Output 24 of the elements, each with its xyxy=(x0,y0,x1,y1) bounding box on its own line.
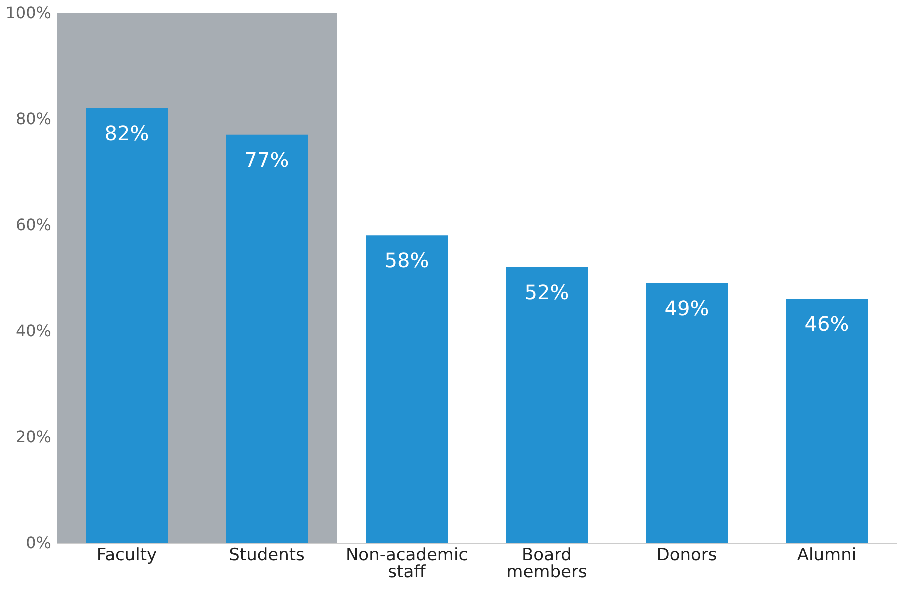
x-tick-label: Faculty xyxy=(96,546,158,566)
x-tick-label: Donors xyxy=(656,546,718,566)
data-label: 46% xyxy=(804,312,850,336)
data-label: 82% xyxy=(104,121,150,146)
y-tick-label: 60% xyxy=(16,216,52,234)
bar xyxy=(506,267,588,543)
bar xyxy=(86,108,168,543)
x-tick-label: Board members xyxy=(506,546,588,582)
bar xyxy=(786,299,868,543)
bar xyxy=(366,236,448,543)
x-tick-label: Students xyxy=(229,546,306,566)
bar xyxy=(646,283,728,543)
data-label: 77% xyxy=(244,148,290,172)
y-tick-label: 100% xyxy=(6,4,52,22)
y-tick-label: 0% xyxy=(26,534,52,552)
y-tick-label: 40% xyxy=(16,322,52,340)
y-tick-label: 80% xyxy=(16,110,52,128)
data-label: 52% xyxy=(524,280,570,304)
y-tick-label: 20% xyxy=(16,428,52,446)
x-tick-label: Alumni xyxy=(797,546,857,566)
data-label: 58% xyxy=(384,248,430,273)
data-label: 49% xyxy=(664,296,710,320)
x-tick-label: Non-academic staff xyxy=(346,546,468,582)
bar xyxy=(226,134,308,543)
